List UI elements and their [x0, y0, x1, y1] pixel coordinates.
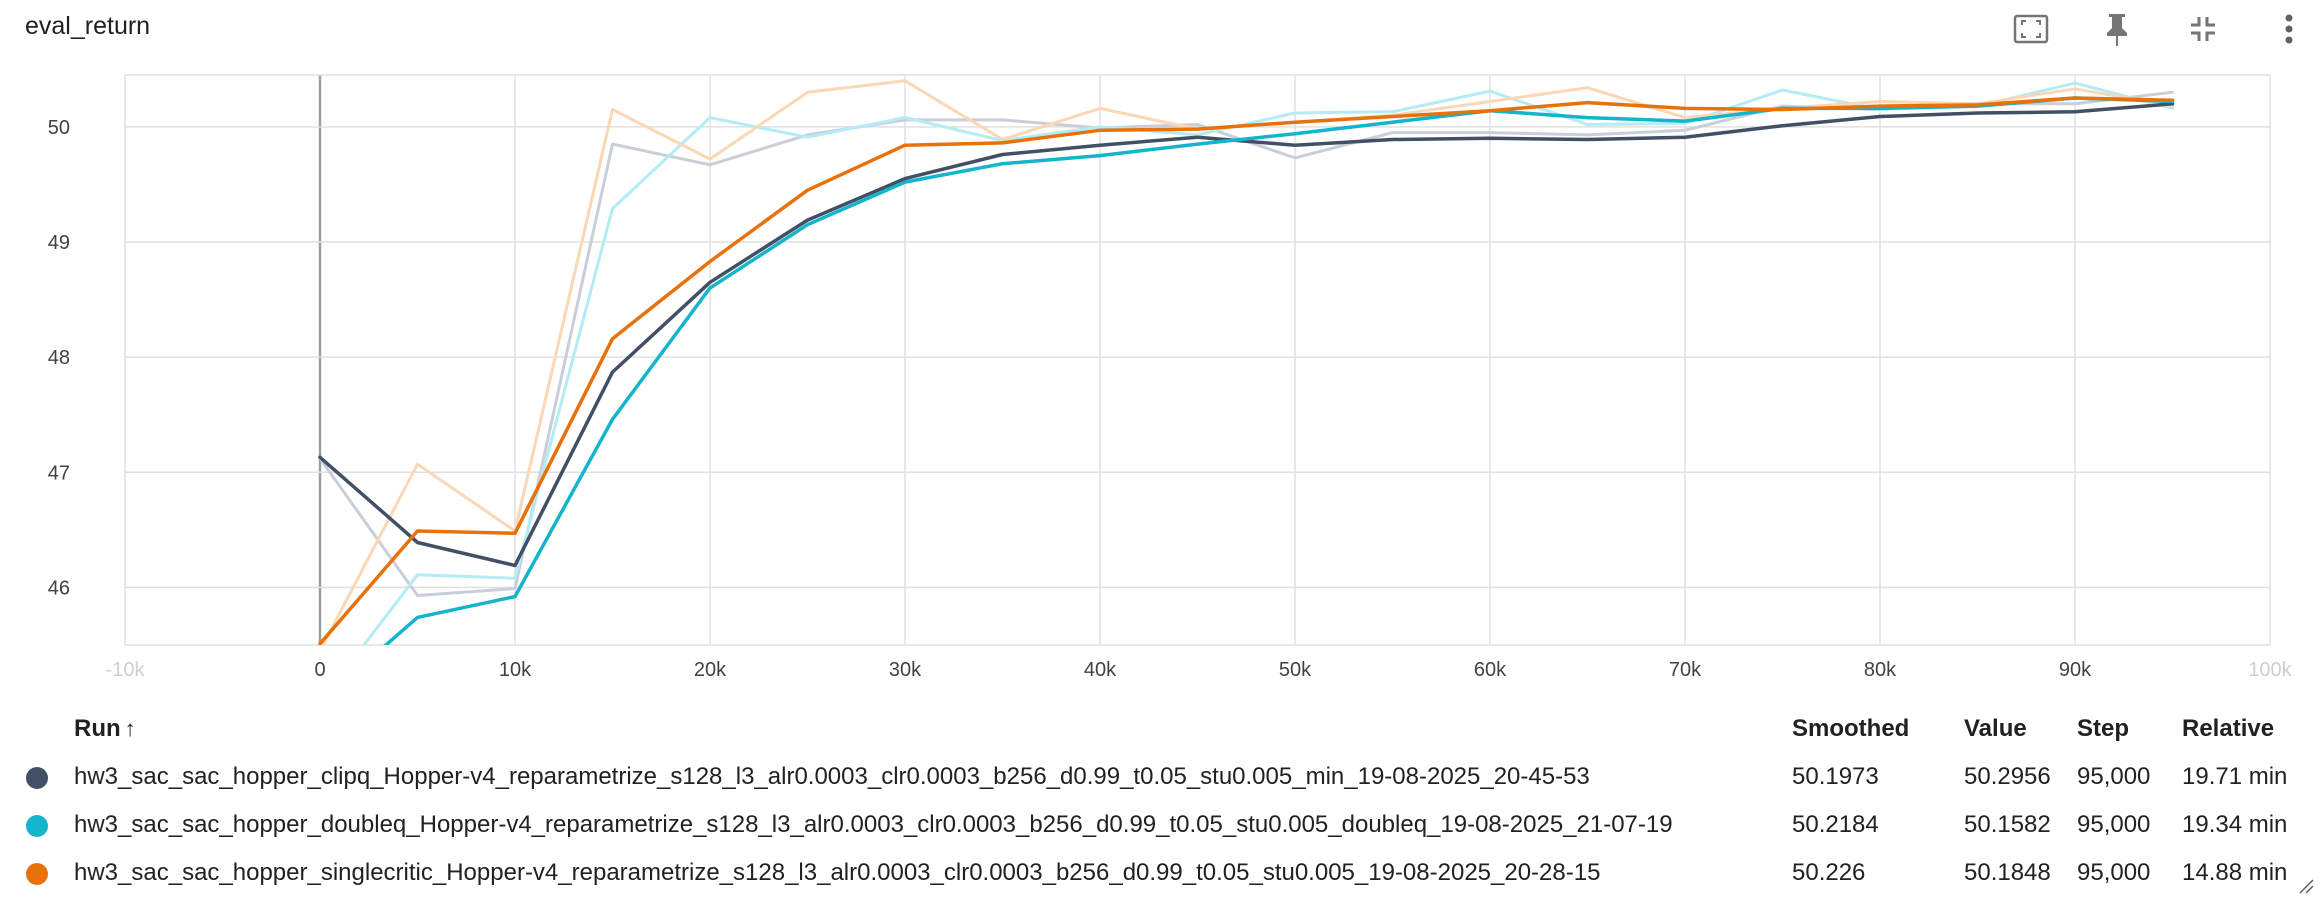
card-title: eval_return — [25, 12, 151, 40]
runs-table: Run ↑ Smoothed Value Step Relative hw3_sa… — [0, 705, 2322, 897]
run-color-swatch — [26, 814, 48, 837]
x-tick-label: 70k — [1669, 659, 1702, 680]
smoothed-column-header[interactable]: Smoothed — [1792, 715, 1910, 742]
y-tick-label: 48 — [48, 347, 70, 369]
raw-value: 50.1582 — [1964, 811, 2051, 838]
x-tick-label: 10k — [499, 659, 532, 680]
run-color-swatch — [26, 766, 48, 789]
run-column-header[interactable]: Run ↑ — [74, 715, 136, 742]
y-tick-label: 46 — [48, 577, 70, 599]
run-color-swatch — [26, 862, 48, 885]
relative-time: 19.71 min — [2182, 763, 2288, 790]
y-tick-label: 50 — [48, 117, 70, 139]
relative-time: 14.88 min — [2182, 859, 2288, 886]
y-tick-label: 49 — [48, 232, 70, 254]
axes — [124, 74, 2271, 646]
collapse-button[interactable] — [2180, 6, 2226, 52]
plot-frame — [124, 74, 2271, 646]
x-tick-label: 100k — [2248, 659, 2292, 680]
run-name: hw3_sac_sac_hopper_clipq_Hopper-v4_repar… — [74, 763, 1590, 790]
resize-handle-icon[interactable] — [2298, 878, 2314, 894]
raw-value: 50.1848 — [1964, 859, 2051, 886]
more-options-button[interactable] — [2266, 6, 2312, 52]
x-tick-label: -10k — [106, 659, 146, 680]
step-column-header[interactable]: Step — [2077, 715, 2130, 742]
smoothed-value: 50.1973 — [1792, 763, 1879, 790]
collapse-icon — [2191, 17, 2215, 41]
step-value: 95,000 — [2077, 859, 2151, 886]
pin-icon — [2107, 14, 2127, 46]
x-tick-label: 80k — [1864, 659, 1897, 680]
x-tick-label: 50k — [1279, 659, 1312, 680]
series-line-singlecritic — [318, 96, 2175, 645]
card-toolbar — [2008, 6, 2312, 52]
table-row: hw3_sac_sac_hopper_doubleq_Hopper-v4_rep… — [0, 801, 2322, 849]
smoothed-value: 50.2184 — [1792, 811, 1879, 838]
smoothed-value: 50.226 — [1792, 859, 1866, 886]
x-tick-label: 60k — [1474, 659, 1507, 680]
line-chart[interactable]: -10k 0 10k 20k 30k 40k 50k 60k 70k 80k 90k 100k 46 47… — [0, 60, 2322, 680]
series-line-doubleq — [383, 96, 2175, 645]
x-tick-label: 30k — [889, 659, 922, 680]
run-name: hw3_sac_sac_hopper_doubleq_Hopper-v4_rep… — [74, 811, 1673, 838]
tick-labels: -10k 0 10k 20k 30k 40k 50k 60k 70k 80k 90k 100k 46 47… — [48, 117, 2293, 680]
x-tick-label: 40k — [1084, 659, 1117, 680]
relative-time: 19.34 min — [2182, 811, 2288, 838]
table-row: hw3_sac_sac_hopper_singlecritic_Hopper-v… — [0, 849, 2322, 897]
table-header-row: Run ↑ Smoothed Value Step Relative — [0, 705, 2322, 753]
table-row: hw3_sac_sac_hopper_clipq_Hopper-v4_repar… — [0, 753, 2322, 801]
fit-domain-button[interactable] — [2008, 6, 2054, 52]
run-name: hw3_sac_sac_hopper_singlecritic_Hopper-v… — [74, 859, 1601, 886]
step-value: 95,000 — [2077, 811, 2151, 838]
sort-ascending-icon: ↑ — [124, 716, 136, 741]
raw-value: 50.2956 — [1964, 763, 2051, 790]
step-value: 95,000 — [2077, 763, 2151, 790]
y-tick-label: 47 — [48, 462, 70, 484]
more-vert-icon — [2285, 14, 2293, 44]
relative-column-header[interactable]: Relative — [2182, 715, 2275, 742]
pin-button[interactable] — [2094, 6, 2140, 52]
series-layer — [318, 79, 2175, 645]
fit-domain-icon — [2013, 14, 2049, 44]
x-tick-label: 90k — [2059, 659, 2092, 680]
x-tick-label: 0 — [314, 659, 325, 680]
x-tick-label: 20k — [694, 659, 727, 680]
series-line-clipq — [318, 102, 2175, 568]
grid — [125, 75, 2270, 645]
value-column-header[interactable]: Value — [1964, 715, 2027, 742]
